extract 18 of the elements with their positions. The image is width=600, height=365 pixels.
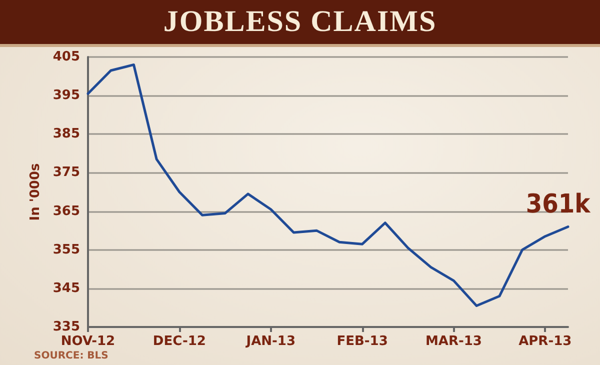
- y-tick-label: 385: [52, 126, 80, 142]
- source-note: SOURCE: BLS: [34, 350, 108, 362]
- y-axis-title: In '000s: [28, 163, 43, 221]
- y-tick-label: 395: [52, 88, 80, 104]
- y-tick-label: 405: [52, 50, 80, 64]
- y-tick-label: 375: [52, 165, 80, 180]
- annotation: 361k: [526, 190, 592, 220]
- x-tick-label: MAR-13: [425, 334, 482, 349]
- x-tick-label: APR-13: [518, 334, 572, 349]
- x-tick-label: FEB-13: [336, 334, 388, 349]
- y-tick-label: 335: [52, 320, 80, 334]
- y-tick-label: 355: [52, 242, 80, 258]
- y-tick-label: 345: [52, 280, 80, 296]
- chart-title: JOBLESS CLAIMS: [162, 5, 438, 39]
- y-tick-label: 365: [52, 204, 80, 219]
- x-tick-label: DEC-12: [152, 334, 206, 349]
- x-tick-label: JAN-13: [245, 334, 296, 349]
- x-tick-label: NOV-12: [60, 334, 116, 349]
